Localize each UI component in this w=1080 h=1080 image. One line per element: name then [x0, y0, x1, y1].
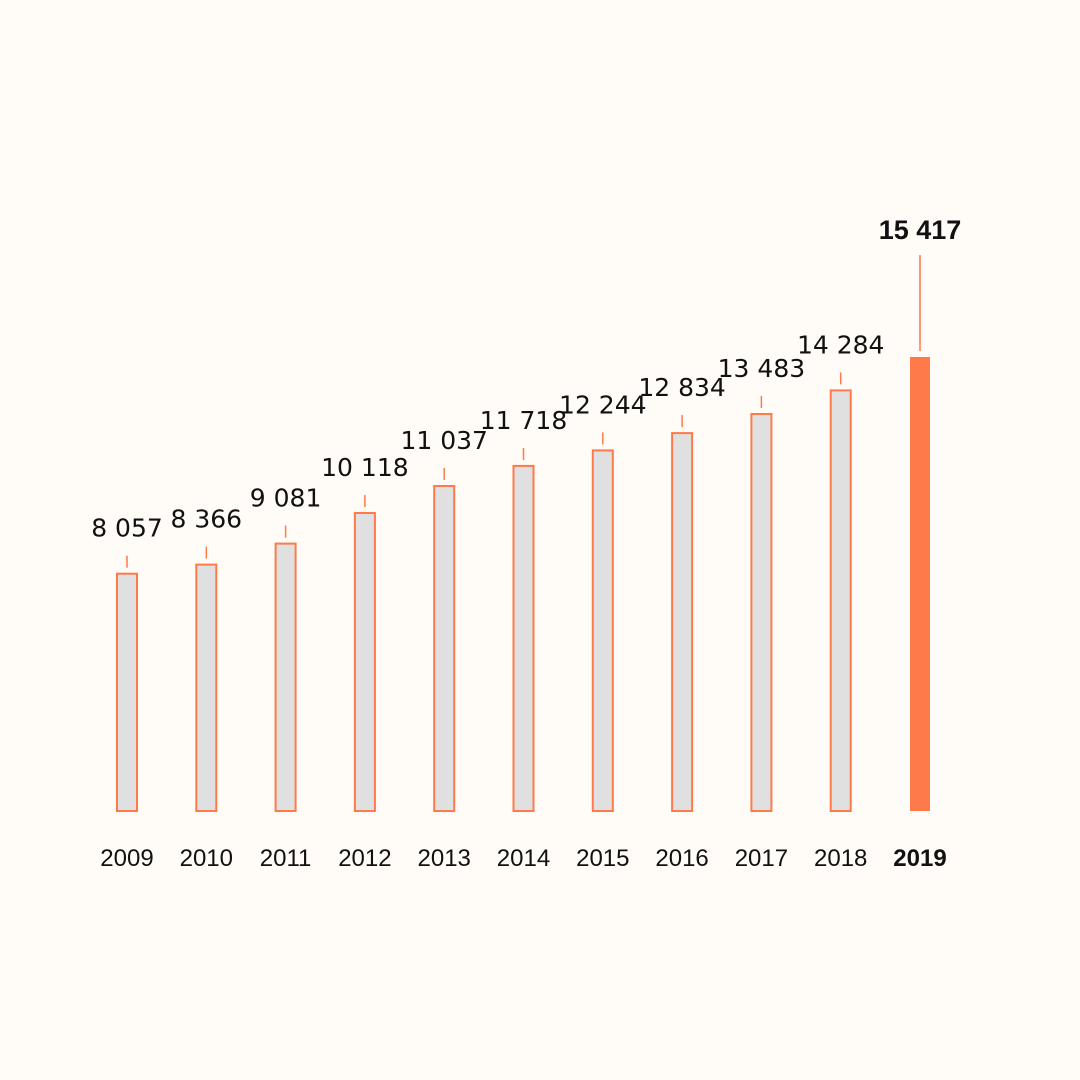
bar-2015 — [591, 449, 614, 812]
value-label-2014: 11 718 — [480, 406, 567, 435]
bar-2012 — [353, 512, 376, 812]
year-label-2013: 2013 — [418, 845, 471, 872]
bar-2014 — [512, 464, 535, 812]
year-label-2012: 2012 — [338, 845, 391, 872]
year-label-2014: 2014 — [497, 845, 550, 872]
value-label-2016: 12 834 — [638, 373, 725, 402]
year-label-2015: 2015 — [576, 845, 629, 872]
bar-2010 — [195, 563, 218, 812]
year-label-2016: 2016 — [655, 845, 708, 872]
bar-2018 — [829, 389, 852, 812]
bar-2016 — [671, 432, 694, 812]
bar-2019 — [910, 357, 930, 811]
bar-2011 — [274, 542, 297, 812]
value-label-2012: 10 118 — [321, 453, 408, 482]
year-label-2010: 2010 — [180, 845, 233, 872]
value-label-2015: 12 244 — [559, 390, 646, 419]
year-label-2011: 2011 — [260, 845, 312, 872]
bar-2009 — [116, 572, 138, 813]
value-label-2018: 14 284 — [797, 330, 884, 359]
year-labels-group: 2009 2010 2011 2012 2013 2014 2015 2016 2017 2018… — [100, 845, 946, 872]
value-label-2013: 11 037 — [400, 426, 487, 455]
bar-2013 — [433, 485, 456, 812]
value-label-2017: 13 483 — [718, 354, 805, 383]
bars-group — [116, 357, 930, 813]
value-label-2011: 9 081 — [250, 484, 322, 513]
year-label-2019: 2019 — [893, 845, 946, 872]
year-label-2017: 2017 — [735, 845, 788, 872]
year-label-2018: 2018 — [814, 845, 867, 872]
value-label-2009: 8 057 — [91, 514, 163, 543]
bar-2017 — [750, 413, 773, 812]
value-label-2010: 8 366 — [171, 505, 243, 534]
leader-lines-group — [126, 255, 921, 568]
year-label-2009: 2009 — [100, 845, 153, 872]
value-label-2019: 15 417 — [879, 215, 962, 245]
